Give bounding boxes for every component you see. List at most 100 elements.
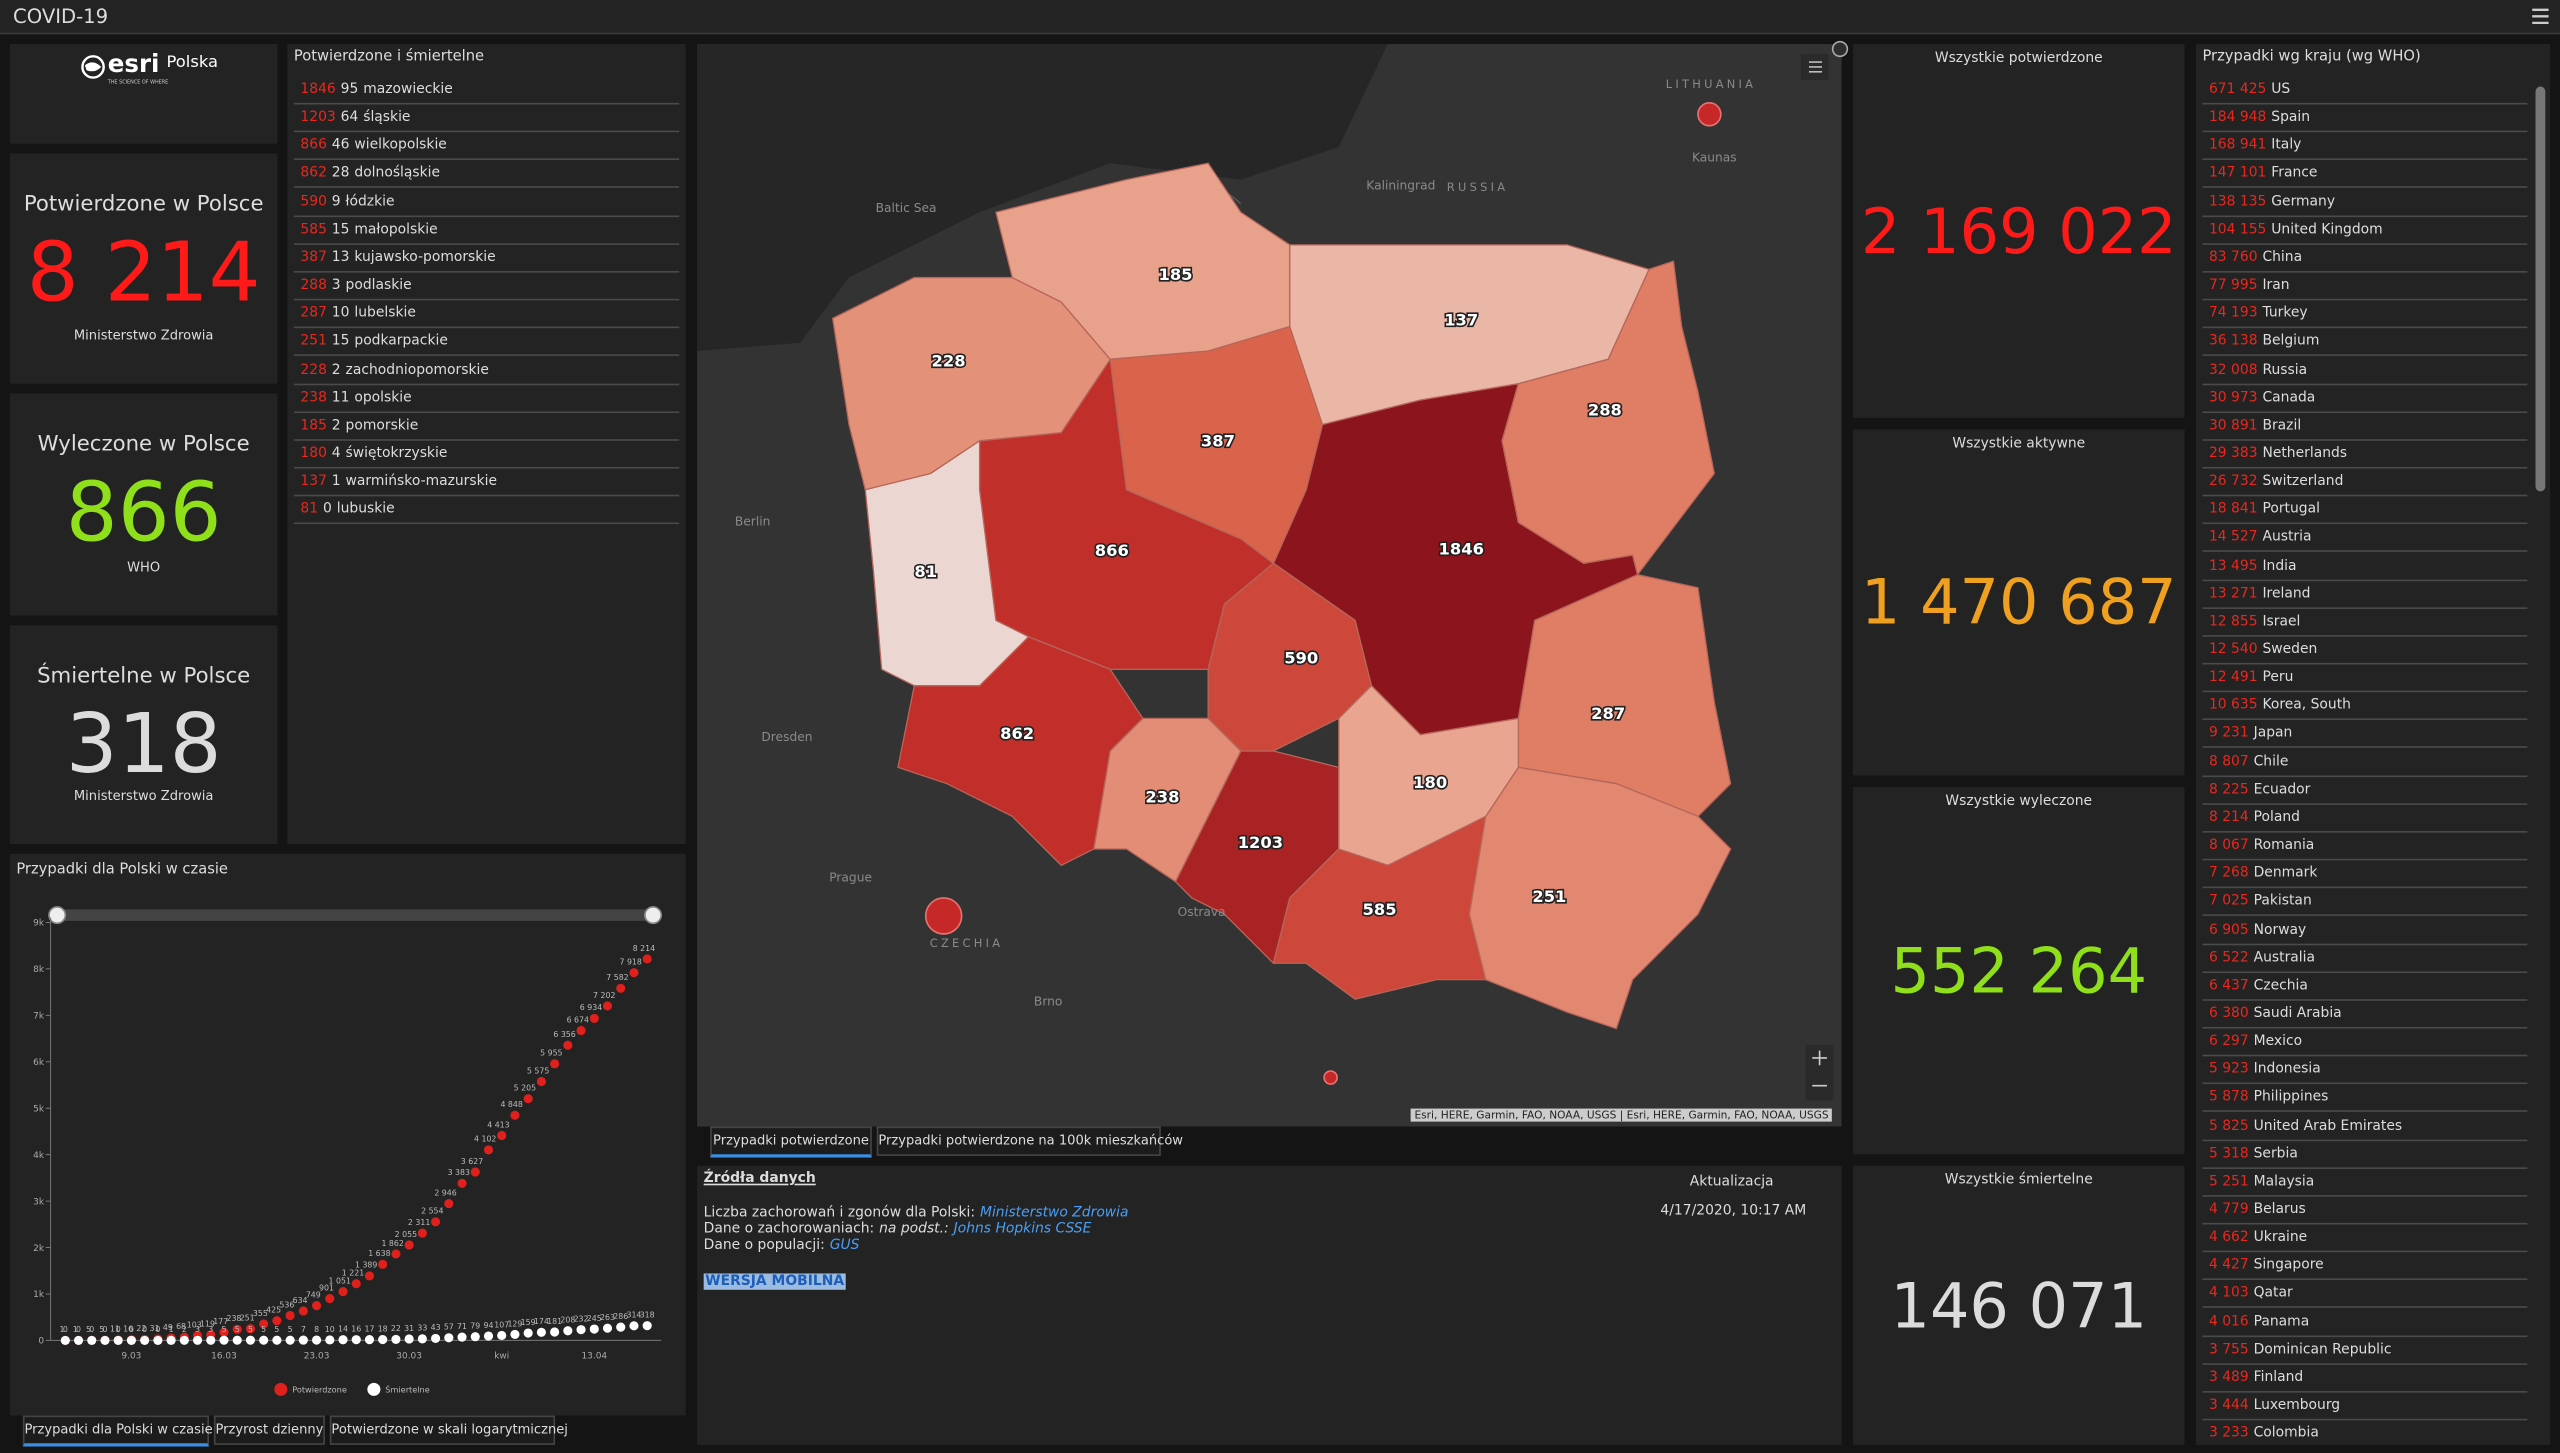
- data-point[interactable]: [378, 1259, 388, 1269]
- data-point[interactable]: [126, 1335, 136, 1345]
- data-point[interactable]: [87, 1335, 97, 1345]
- data-point[interactable]: [457, 1332, 467, 1342]
- data-point[interactable]: [364, 1335, 375, 1345]
- data-point[interactable]: [404, 1334, 414, 1344]
- data-point[interactable]: [351, 1335, 361, 1345]
- slider-handle[interactable]: [644, 906, 663, 925]
- data-point[interactable]: [298, 1306, 308, 1316]
- tab[interactable]: Potwierdzone w skali logarytmicznej: [329, 1415, 568, 1445]
- data-point[interactable]: [589, 1324, 599, 1334]
- data-point[interactable]: [431, 1217, 441, 1227]
- data-point[interactable]: [100, 1335, 110, 1345]
- region-shape[interactable]: [1207, 562, 1373, 752]
- region-shape[interactable]: [1289, 244, 1650, 426]
- data-point[interactable]: [536, 1076, 546, 1087]
- data-point[interactable]: [404, 1240, 414, 1250]
- data-point[interactable]: [602, 1001, 613, 1011]
- region-shape[interactable]: [831, 276, 1112, 491]
- data-point[interactable]: [391, 1249, 401, 1259]
- tab[interactable]: Przypadki potwierdzone: [710, 1126, 872, 1158]
- data-point[interactable]: [166, 1335, 176, 1345]
- region-shape[interactable]: [864, 439, 1030, 687]
- data-point[interactable]: [616, 983, 626, 993]
- expand-button[interactable]: [1830, 39, 1850, 59]
- data-point[interactable]: [483, 1145, 494, 1155]
- case-marker[interactable]: [924, 897, 963, 935]
- menu-icon[interactable]: [2531, 7, 2551, 27]
- data-point[interactable]: [497, 1330, 507, 1341]
- data-point[interactable]: [444, 1199, 454, 1209]
- legend-label[interactable]: Potwierdzone: [292, 1385, 347, 1395]
- data-point[interactable]: [272, 1335, 282, 1345]
- data-point[interactable]: [629, 968, 639, 978]
- data-point[interactable]: [245, 1324, 256, 1334]
- data-point[interactable]: [73, 1335, 84, 1345]
- data-point[interactable]: [629, 1321, 639, 1331]
- tab[interactable]: Przypadki potwierdzone na 100k mieszkańc…: [876, 1126, 1183, 1156]
- data-point[interactable]: [563, 1326, 573, 1336]
- data-point[interactable]: [338, 1287, 348, 1297]
- data-point[interactable]: [417, 1334, 427, 1344]
- data-point[interactable]: [536, 1327, 546, 1337]
- data-point[interactable]: [602, 1323, 613, 1333]
- data-point[interactable]: [60, 1335, 70, 1345]
- data-point[interactable]: [589, 1013, 599, 1023]
- data-point[interactable]: [206, 1335, 216, 1345]
- data-point[interactable]: [285, 1310, 295, 1321]
- region-shape[interactable]: [1468, 766, 1732, 1030]
- source-link[interactable]: GUS: [829, 1238, 860, 1255]
- data-point[interactable]: [311, 1301, 322, 1311]
- data-point[interactable]: [550, 1327, 560, 1337]
- data-point[interactable]: [470, 1167, 480, 1177]
- data-point[interactable]: [285, 1335, 295, 1345]
- data-point[interactable]: [576, 1025, 586, 1036]
- data-point[interactable]: [616, 1322, 626, 1332]
- data-point[interactable]: [391, 1334, 401, 1344]
- region-shape[interactable]: [1093, 717, 1242, 883]
- data-point[interactable]: [272, 1316, 282, 1326]
- data-point[interactable]: [140, 1335, 150, 1345]
- map[interactable]: 1846 1203 866 862 590 585 387 288 287 251 228 238 18…: [697, 44, 1842, 1127]
- range-slider[interactable]: [55, 909, 655, 921]
- data-point[interactable]: [364, 1271, 375, 1281]
- data-point[interactable]: [457, 1178, 467, 1188]
- data-point[interactable]: [523, 1328, 533, 1338]
- data-point[interactable]: [576, 1325, 586, 1335]
- data-point[interactable]: [510, 1110, 520, 1120]
- data-point[interactable]: [431, 1333, 441, 1343]
- case-marker[interactable]: [1323, 1070, 1338, 1085]
- data-point[interactable]: [483, 1331, 494, 1341]
- scrollbar[interactable]: [2535, 86, 2546, 492]
- data-point[interactable]: [550, 1059, 560, 1069]
- data-point[interactable]: [497, 1130, 507, 1141]
- data-point[interactable]: [325, 1335, 335, 1345]
- data-point[interactable]: [245, 1335, 256, 1345]
- data-point[interactable]: [325, 1293, 335, 1304]
- tab[interactable]: Przyrost dzienny: [213, 1415, 325, 1445]
- data-point[interactable]: [259, 1319, 269, 1329]
- data-point[interactable]: [192, 1335, 203, 1345]
- data-point[interactable]: [351, 1279, 361, 1289]
- data-point[interactable]: [179, 1335, 189, 1345]
- data-point[interactable]: [219, 1335, 229, 1345]
- data-point[interactable]: [510, 1329, 520, 1339]
- data-point[interactable]: [113, 1335, 123, 1345]
- source-link[interactable]: Johns Hopkins CSSE: [953, 1221, 1092, 1238]
- data-point[interactable]: [232, 1335, 242, 1345]
- region-shape[interactable]: [1338, 684, 1520, 867]
- data-point[interactable]: [298, 1335, 308, 1345]
- data-point[interactable]: [378, 1335, 388, 1345]
- data-point[interactable]: [417, 1228, 427, 1238]
- data-point[interactable]: [153, 1335, 163, 1345]
- data-point[interactable]: [259, 1335, 269, 1345]
- mobile-link[interactable]: WERSJA MOBILNA: [703, 1273, 846, 1290]
- data-point[interactable]: [311, 1335, 322, 1345]
- legend-label[interactable]: Śmiertelne: [385, 1384, 429, 1395]
- tab[interactable]: Przypadki dla Polski w czasie: [22, 1415, 213, 1447]
- data-point[interactable]: [470, 1332, 480, 1342]
- slider-handle[interactable]: [48, 906, 67, 925]
- data-point[interactable]: [232, 1324, 242, 1334]
- source-link[interactable]: Ministerstwo Zdrowia: [979, 1204, 1129, 1222]
- legend-swatch[interactable]: [274, 1382, 288, 1396]
- data-point[interactable]: [642, 954, 652, 964]
